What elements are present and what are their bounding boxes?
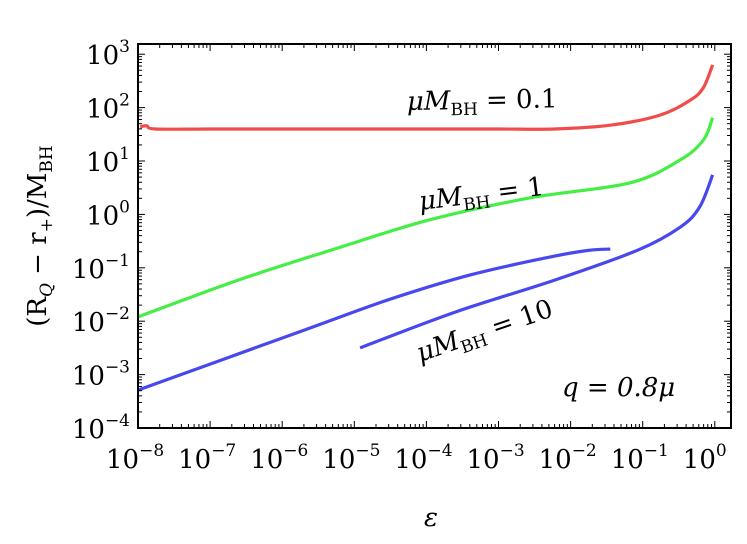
x-axis-label: ε (424, 503, 438, 533)
y-tick-label: 101 (86, 144, 130, 178)
y-tick-label: 10−4 (72, 411, 130, 445)
y-axis-label: (RQ − r+)/MBH (23, 145, 57, 327)
x-tick-label: 10−2 (539, 441, 597, 475)
y-tick-label: 102 (86, 91, 130, 125)
svg-text:(RQ − r+)/MBH: (RQ − r+)/MBH (23, 145, 57, 327)
x-tick-label: 10−1 (611, 441, 669, 475)
curve-series-2 (137, 247, 611, 392)
curve-annotation: μMBH = 1 (417, 172, 546, 221)
y-tick-label: 10−2 (72, 304, 130, 338)
y-tick-label: 10−3 (72, 358, 130, 392)
svg-text:μMBH = 10: μMBH = 10 (413, 294, 559, 372)
annotations: μMBH = 0.1 μMBH = 1 μMBH = 10q = 0.8μ (407, 84, 676, 403)
plot-frame (137, 43, 732, 429)
y-tick-label: 103 (86, 37, 130, 71)
x-tick-label: 10−4 (394, 441, 452, 475)
x-tick-label: 10−5 (322, 441, 380, 475)
x-tick-label: 10−3 (467, 441, 525, 475)
x-tick-label: 10−7 (178, 441, 236, 475)
x-tick-label: 100 (683, 441, 727, 475)
svg-text:μMBH = 0.1: μMBH = 0.1 (407, 84, 558, 121)
y-tick-label: 10−1 (72, 251, 130, 285)
plot-curves (137, 64, 715, 392)
y-tick-labels: 10−4 10−3 10−2 10−1 100 101 102 103 (72, 37, 130, 445)
curve-series-1 (137, 117, 715, 319)
curve-annotation: μMBH = 10 (413, 294, 559, 372)
svg-text:μMBH = 1: μMBH = 1 (417, 172, 546, 221)
curve-series-0 (139, 64, 715, 131)
x-tick-labels: 10−8 10−7 10−6 10−5 10−4 10−3 10−2 10−1 100 (106, 441, 727, 475)
svg-text:q = 0.8μ: q = 0.8μ (562, 373, 675, 403)
y-tick-label: 100 (86, 197, 130, 231)
curve-annotation: μMBH = 0.1 (407, 84, 558, 121)
x-tick-label: 10−8 (106, 441, 164, 475)
curve-series-3 (359, 174, 715, 350)
x-tick-label: 10−6 (250, 441, 308, 475)
curve-annotation: q = 0.8μ (562, 373, 675, 403)
